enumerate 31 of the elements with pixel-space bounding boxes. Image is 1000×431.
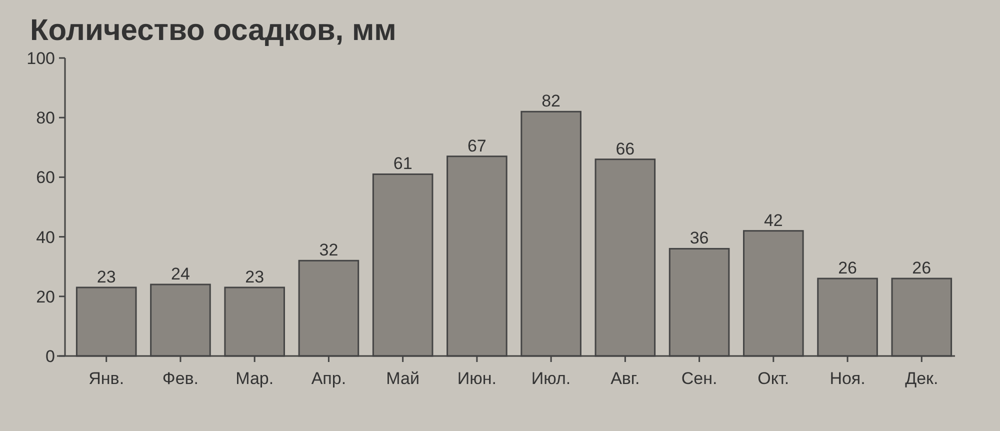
x-tick-label: Дек. [905,369,938,388]
data-label: 23 [96,267,116,286]
x-tick-label: Апр. [311,369,346,388]
x-tick-label: Авг. [610,369,640,388]
x-tick-label: Май [386,369,420,388]
y-tick-label: 0 [46,346,55,366]
x-tick-label: Ноя. [830,369,866,388]
y-tick-label: 100 [26,48,55,68]
y-tick-label: 60 [36,168,55,188]
chart-title: Количество осадков, мм [30,14,396,47]
data-label: 36 [690,228,709,248]
x-tick-label: Янв. [88,369,124,388]
data-label: 24 [171,264,190,284]
data-label: 66 [616,139,635,158]
data-label: 23 [245,267,264,286]
x-tick-label: Окт. [758,369,790,388]
x-tick-label: Июл. [531,369,571,388]
data-label: 26 [912,258,932,278]
data-label: 42 [764,210,783,230]
x-tick-label: Сен. [681,369,718,388]
data-label: 26 [838,258,857,278]
y-tick-label: 80 [36,108,55,128]
y-tick-label: 40 [36,228,55,247]
data-label: 32 [319,240,338,260]
data-label: 67 [467,136,486,156]
data-label: 82 [542,92,561,111]
x-tick-label: Фев. [162,369,199,388]
x-tick-label: Июн. [457,369,496,388]
x-tick-label: Мар. [236,369,274,388]
y-tick-label: 20 [36,287,55,306]
data-label: 61 [393,154,412,174]
